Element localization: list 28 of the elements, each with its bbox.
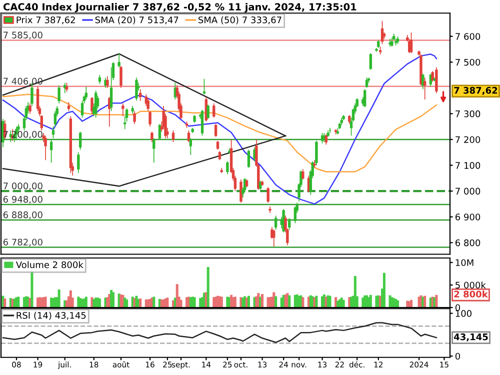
y-tick-label: 6 900 <box>455 214 480 220</box>
chart-title: CAC40 Index Journalier 7 387,62 -0,52 % 11 janv. 2024, 17:35:01 <box>3 3 356 12</box>
y-tick-label: 7 300 <box>456 110 480 118</box>
y-tick-label: 5 000k <box>456 282 486 289</box>
text: 2 800k <box>454 290 488 298</box>
y-tick-label: 100 <box>456 310 472 317</box>
legend-label: Prix 7 387,62 <box>16 16 75 24</box>
ref-line-label: 6 782,00 <box>3 238 42 246</box>
ref-line-label: 6 888,00 <box>3 211 42 220</box>
legend-label: SMA (50) 7 333,67 <box>198 16 282 24</box>
legend-label: SMA (20) 7 513,47 <box>95 16 178 24</box>
y-tick-label: 6 800 <box>455 239 480 246</box>
ref-line-label: 7 000,00 <box>4 182 42 190</box>
ref-line-label: 7 406,00 <box>4 78 42 86</box>
y-tick-label: 7 600 <box>456 33 480 40</box>
y-tick-label: 7 200 <box>456 136 480 144</box>
y-tick-label: 0 <box>455 352 460 360</box>
y-tick-label: 7 100 <box>456 162 480 169</box>
ref-line-label: 7 585,00 <box>4 32 42 40</box>
ref-line-label: 6 948,00 <box>3 196 42 204</box>
text: 7 387,62 <box>454 86 498 95</box>
text: 43,145 <box>454 333 488 342</box>
y-tick-label: 0 <box>455 304 460 312</box>
legend-label: Volume 2 800k <box>16 261 84 268</box>
y-tick-label: 7 000 <box>456 188 480 195</box>
legend-label: RSI (14) 43,145 <box>16 312 86 320</box>
y-tick-label: 10M <box>456 259 474 266</box>
y-tick-label: 7 500 <box>456 58 480 66</box>
